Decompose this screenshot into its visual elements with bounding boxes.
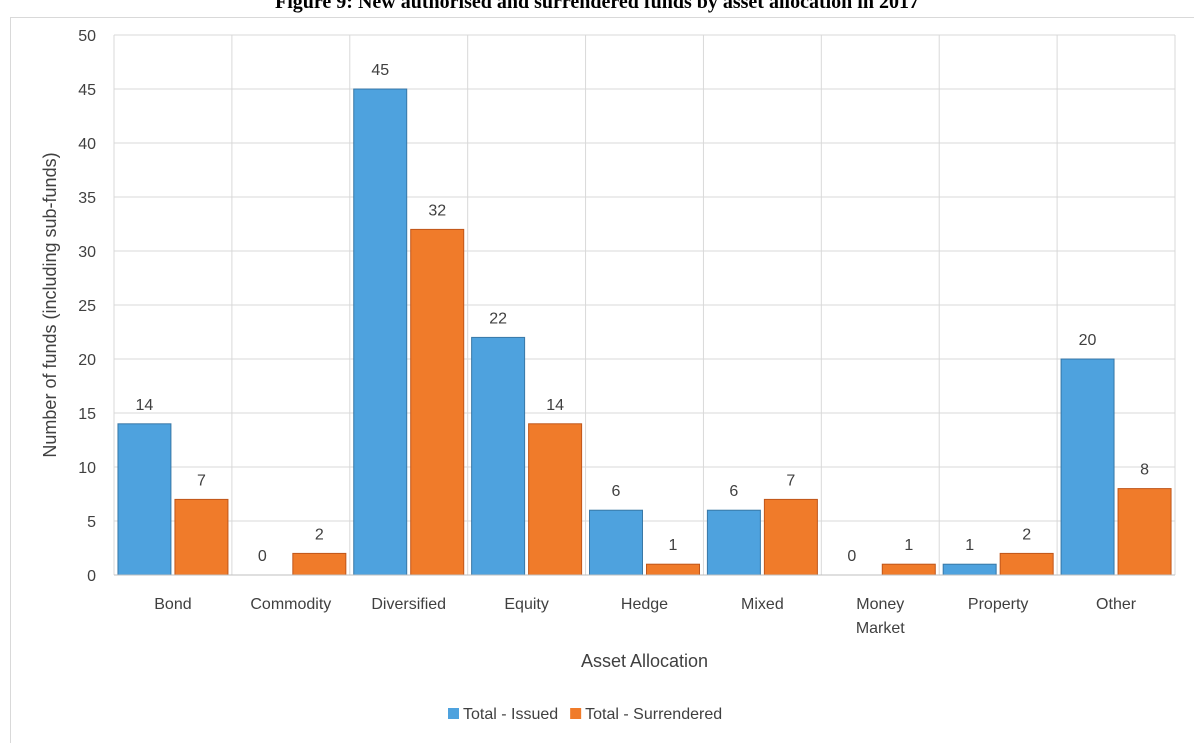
data-label: 32 [428,202,446,219]
bar-surrendered [410,229,464,575]
y-tick-label: 50 [78,28,96,45]
data-label: 6 [612,483,621,500]
bar-surrendered [1000,553,1054,575]
bar-issued [706,509,761,576]
data-label: 0 [258,548,267,565]
data-label: 20 [1079,332,1097,349]
data-label: 7 [197,472,206,489]
bar-surrendered [528,423,582,575]
figure-title: Figure 9: New authorised and surrendered… [275,0,919,13]
data-label: 0 [847,548,856,565]
y-axis-title: Number of funds (including sub-funds) [40,152,60,457]
y-tick-label: 5 [87,514,96,531]
x-tick-label: Diversified [371,596,446,613]
bar-issued [471,336,526,576]
y-tick-label: 35 [78,190,96,207]
bar-issued [589,509,643,576]
x-axis-title: Asset Allocation [581,651,708,671]
data-label: 8 [1140,462,1149,479]
data-label: 1 [965,537,974,554]
bar-issued [353,88,408,576]
legend-label: Total - Surrendered [585,706,722,723]
y-tick-label: 20 [78,352,96,369]
x-tick-label: Money [856,596,904,613]
y-tick-label: 15 [78,406,96,423]
y-tick-label: 25 [78,298,96,315]
bar-surrendered [882,564,936,575]
bar-issued [942,563,997,576]
data-label: 14 [136,397,154,414]
y-tick-label: 10 [78,460,96,477]
data-label: 2 [1022,526,1031,543]
data-label: 7 [786,472,795,489]
y-tick-label: 45 [78,82,96,99]
x-tick-label: Equity [504,596,548,613]
data-label: 45 [371,62,389,79]
y-tick-label: 30 [78,244,96,261]
bar-surrendered [646,564,700,575]
legend-label: Total - Issued [463,706,558,723]
bar-surrendered [174,499,228,575]
bar-surrendered [1118,488,1172,575]
legend-swatch [570,708,582,719]
bar-surrendered [764,499,818,575]
data-label: 14 [546,397,564,414]
x-tick-label: Bond [154,596,191,613]
data-label: 1 [904,537,913,554]
data-label: 2 [315,526,324,543]
y-tick-label: 0 [87,568,96,585]
data-label: 6 [729,483,738,500]
x-tick-label: Property [968,596,1028,613]
x-tick-label: Mixed [741,596,784,613]
x-tick-label: Commodity [250,596,331,613]
bar-surrendered [292,553,346,575]
x-tick-label: Hedge [621,596,668,613]
x-tick-label: Other [1096,596,1137,613]
data-label: 1 [669,537,678,554]
bar-issued [1060,358,1115,576]
x-tick-label: Market [856,620,905,637]
data-label: 22 [489,310,507,327]
chart-area [10,17,1194,743]
legend-swatch [448,708,459,719]
bar-issued [117,423,172,576]
y-tick-label: 40 [78,136,96,153]
